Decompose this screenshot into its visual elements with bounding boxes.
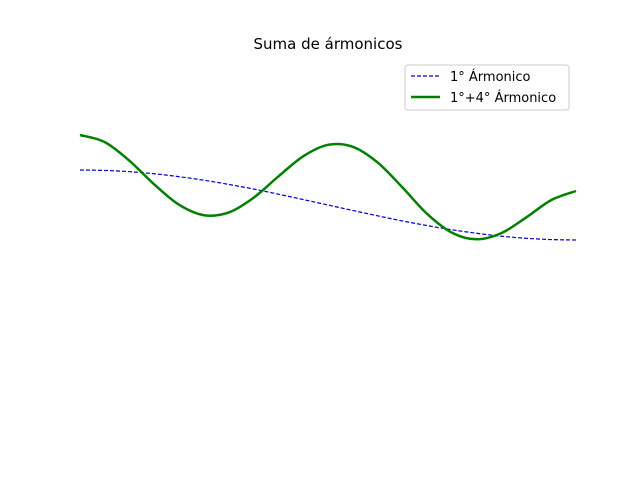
plot-area	[79, 133, 577, 241]
chart-title: Suma de ármonicos	[254, 35, 403, 53]
legend-label-series-2: 1°+4° Ármonico	[450, 90, 556, 106]
series-line-2	[79, 133, 577, 241]
legend-label-series-1: 1° Ármonico	[450, 69, 531, 85]
legend: 1° Ármonico 1°+4° Ármonico	[404, 64, 570, 111]
legend-box	[404, 64, 570, 111]
